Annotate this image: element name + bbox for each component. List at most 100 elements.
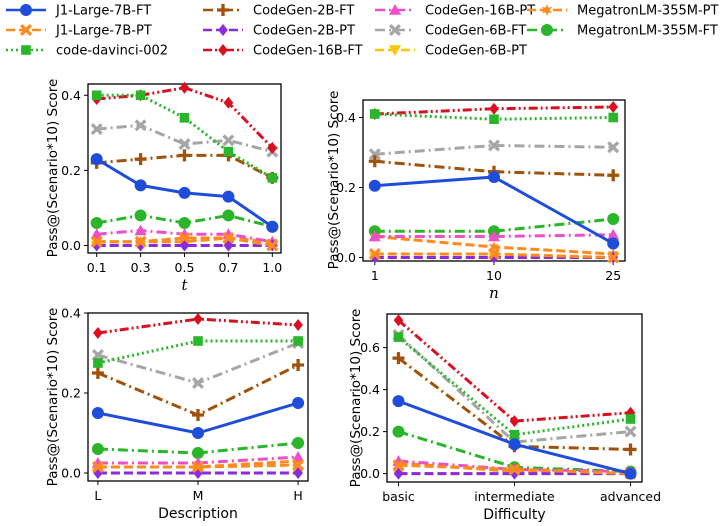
point-n-j1-large-7b-ft-2 [607, 237, 620, 250]
point-temperature-megatronlm-355m-ft-2 [178, 216, 191, 229]
ytick-label-temperature-0: 0.0 [61, 238, 81, 253]
point-temperature-code-davinci-002-1 [135, 90, 146, 101]
point-n-codegen-6b-ft-2 [607, 141, 620, 154]
legend-label-j1-large-7b-pt: J1-Large-7B-PT [55, 24, 152, 39]
series-n-codegen-16b-pt [368, 228, 620, 242]
plot-frame-difficulty [386, 313, 643, 483]
point-temperature-j1-large-7b-pt-4 [266, 239, 279, 252]
point-n-code-davinci-002-2 [608, 112, 619, 123]
point-description-j1-large-7b-ft-0 [91, 407, 104, 419]
point-temperature-j1-large-7b-pt-0 [90, 235, 103, 248]
ytick-label-description-0: 0.0 [61, 466, 81, 481]
legend-marker-codegen-16b-ft [218, 44, 228, 56]
point-temperature-codegen-2b-ft-1 [134, 153, 147, 166]
legend-label-code-davinci-002: code-davinci-002 [56, 44, 168, 59]
point-temperature-codegen-16b-ft-4 [267, 141, 278, 154]
point-temperature-codegen-6b-ft-3 [222, 134, 235, 147]
ytick-label-n-2: 0.4 [336, 110, 356, 125]
point-description-codegen-16b-ft-0 [93, 327, 103, 339]
point-description-codegen-16b-ft-1 [193, 313, 203, 325]
point-description-megatronlm-355m-ft-2 [292, 437, 305, 449]
legend-entry-j1-large-7b-ft: J1-Large-7B-FT [6, 4, 151, 19]
point-temperature-j1-large-7b-ft-0 [90, 153, 103, 166]
series-temperature-codegen-2b-ft [90, 149, 279, 184]
series-line-description-codegen-2b-ft [97, 363, 299, 417]
legend-marker-j1-large-7b-pt [20, 24, 32, 36]
series-n-codegen-6b-ft [368, 139, 620, 161]
chart-difficulty: 0.0 0.2 0.4 0.6 basic intermediate advanced Dif… [348, 309, 661, 523]
legend-marker-codegen-2b-ft [217, 4, 230, 16]
legend-marker-codegen-2b-pt [218, 24, 228, 36]
series-description-codegen-2b-ft [91, 359, 305, 421]
point-temperature-megatronlm-355m-ft-3 [222, 209, 235, 222]
point-difficulty-j1-large-7b-pt-1 [508, 463, 521, 476]
ylabel-n: Pass@(Scenario*10) Score [326, 91, 342, 270]
xtick-label-difficulty-1: intermediate [474, 489, 555, 504]
point-temperature-j1-large-7b-pt-3 [222, 232, 235, 244]
series-difficulty-codegen-16b-ft [393, 314, 636, 428]
point-description-codegen-16b-pt-2 [292, 451, 305, 462]
point-temperature-codegen-2b-ft-2 [178, 149, 191, 162]
legend: J1-Large-7B-FT J1-Large-7B-PT code-davinci… [6, 4, 718, 59]
point-n-codegen-2b-ft-2 [607, 169, 620, 182]
series-line-description-codegen-6b-ft [97, 341, 299, 385]
point-description-code-davinci-002-1 [193, 336, 203, 346]
point-temperature-j1-large-7b-ft-4 [266, 220, 279, 233]
series-description-codegen-16b-ft [93, 313, 303, 339]
ytick-label-n-0: 0.0 [336, 250, 356, 265]
point-temperature-codegen-6b-ft-1 [134, 119, 147, 132]
point-description-codegen-2b-ft-1 [192, 409, 205, 421]
point-n-j1-large-7b-ft-1 [488, 171, 500, 183]
xtick-label-temperature-0: 0.1 [87, 260, 107, 275]
point-temperature-codegen-16b-pt-1 [134, 224, 147, 236]
point-temperature-j1-large-7b-pt-1 [134, 235, 147, 248]
point-difficulty-codegen-16b-ft-1 [509, 415, 520, 428]
xtick-label-temperature-1: 0.3 [131, 260, 151, 275]
legend-marker-codegen-16b-pt [389, 4, 401, 15]
point-description-codegen-2b-ft-0 [91, 367, 104, 379]
series-temperature-j1-large-7b-ft [90, 153, 279, 233]
point-temperature-megatronlm-355m-ft-0 [90, 216, 103, 229]
point-description-code-davinci-002-0 [93, 358, 103, 368]
point-difficulty-codegen-2b-pt-1 [509, 467, 520, 480]
point-n-codegen-16b-pt-0 [368, 230, 381, 242]
point-difficulty-code-davinci-002-0 [393, 332, 404, 342]
point-temperature-codegen-16b-ft-2 [179, 81, 190, 94]
point-temperature-code-davinci-002-0 [91, 90, 102, 101]
point-temperature-codegen-16b-pt-0 [90, 228, 103, 240]
point-difficulty-codegen-2b-ft-0 [392, 352, 405, 365]
series-n-j1-large-7b-ft [368, 171, 620, 250]
point-temperature-j1-large-7b-ft-1 [134, 179, 147, 192]
xtick-label-difficulty-2: advanced [600, 489, 661, 504]
series-temperature-code-davinci-002 [91, 90, 278, 183]
point-temperature-codegen-6b-ft-0 [90, 123, 103, 136]
series-description-j1-large-7b-pt [91, 459, 305, 473]
point-description-codegen-6b-ft-1 [192, 377, 204, 389]
chart-panels: 0.0 0.2 0.4 0.1 0.3 0.5 0.7 1.0 t Pass@(Scenario*… [45, 79, 661, 523]
xtick-label-description-0: L [94, 488, 101, 503]
legend-label-codegen-16b-pt: CodeGen-16B-PT [425, 4, 535, 19]
series-temperature-j1-large-7b-pt [90, 232, 279, 252]
point-temperature-codegen-6b-ft-2 [178, 138, 191, 151]
legend-marker-codegen-6b-pt [389, 45, 401, 56]
point-description-codegen-2b-pt-2 [293, 467, 303, 479]
legend-marker-megatronlm-355m-ft [541, 24, 553, 36]
point-difficulty-j1-large-7b-ft-2 [624, 467, 637, 480]
legend-entry-codegen-2b-pt: CodeGen-2B-PT [203, 24, 355, 39]
point-n-codegen-16b-pt-1 [488, 230, 500, 242]
legend-label-megatronlm-355m-pt: MegatronLM-355M-PT [577, 4, 718, 19]
legend-label-codegen-6b-pt: CodeGen-6B-PT [425, 44, 527, 59]
legend-label-megatronlm-355m-ft: MegatronLM-355M-FT [577, 24, 718, 39]
point-temperature-code-davinci-002-3 [223, 146, 234, 157]
ylabel-difficulty: Pass@(Scenario*10) Score [348, 309, 364, 488]
legend-marker-j1-large-7b-ft [20, 4, 32, 16]
legend-entry-code-davinci-002: code-davinci-002 [6, 44, 168, 59]
xtick-label-n-0: 1 [371, 268, 379, 283]
legend-label-codegen-6b-ft: CodeGen-6B-FT [425, 24, 526, 39]
point-n-codegen-2b-ft-0 [368, 155, 381, 168]
point-temperature-megatronlm-355m-ft-1 [134, 209, 147, 222]
xtick-label-description-1: M [193, 488, 204, 503]
ytick-label-n-1: 0.2 [336, 180, 356, 195]
xtick-label-temperature-2: 0.5 [175, 260, 195, 275]
ylabel-description: Pass@(Scenario*10) Score [45, 308, 61, 487]
